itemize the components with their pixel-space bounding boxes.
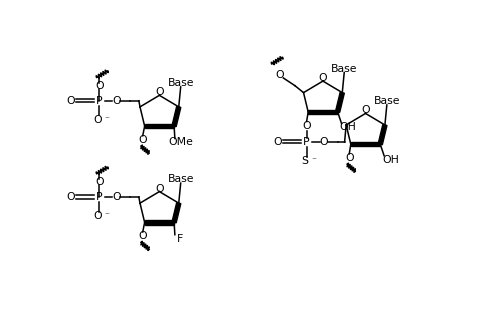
Text: O: O	[302, 121, 311, 131]
Polygon shape	[351, 142, 380, 146]
Text: Base: Base	[331, 64, 357, 74]
Text: O: O	[66, 192, 74, 202]
Text: OMe: OMe	[168, 137, 193, 147]
Polygon shape	[144, 220, 174, 224]
Text: O: O	[155, 184, 164, 193]
Text: O: O	[95, 177, 104, 187]
Polygon shape	[378, 125, 387, 145]
Text: O: O	[273, 137, 282, 147]
Text: O: O	[275, 70, 284, 80]
Text: O: O	[112, 96, 120, 106]
Text: O: O	[66, 96, 74, 106]
Text: O: O	[318, 73, 327, 83]
Text: OH: OH	[382, 155, 399, 165]
Text: F: F	[176, 233, 182, 244]
Text: O: O	[155, 87, 164, 97]
Text: O: O	[94, 115, 102, 125]
Text: O: O	[345, 153, 354, 163]
Text: OH: OH	[340, 122, 356, 132]
Text: P: P	[96, 192, 102, 202]
Text: O: O	[95, 81, 104, 91]
Text: S: S	[302, 156, 308, 166]
Text: O: O	[138, 231, 147, 241]
Text: O: O	[94, 211, 102, 221]
Text: P: P	[96, 96, 102, 106]
Text: ⁻: ⁻	[312, 157, 316, 166]
Polygon shape	[172, 203, 181, 223]
Polygon shape	[336, 92, 344, 113]
Text: Base: Base	[168, 174, 194, 184]
Text: O: O	[112, 192, 120, 202]
Text: O: O	[320, 137, 328, 147]
Polygon shape	[308, 110, 338, 114]
Polygon shape	[144, 124, 174, 128]
Text: Base: Base	[374, 96, 400, 106]
Text: O: O	[361, 105, 370, 115]
Text: P: P	[304, 137, 310, 147]
Text: O: O	[138, 135, 147, 145]
Text: Base: Base	[168, 78, 194, 88]
Polygon shape	[172, 106, 181, 126]
Text: ⁻: ⁻	[104, 116, 110, 125]
Text: ⁻: ⁻	[104, 212, 110, 221]
